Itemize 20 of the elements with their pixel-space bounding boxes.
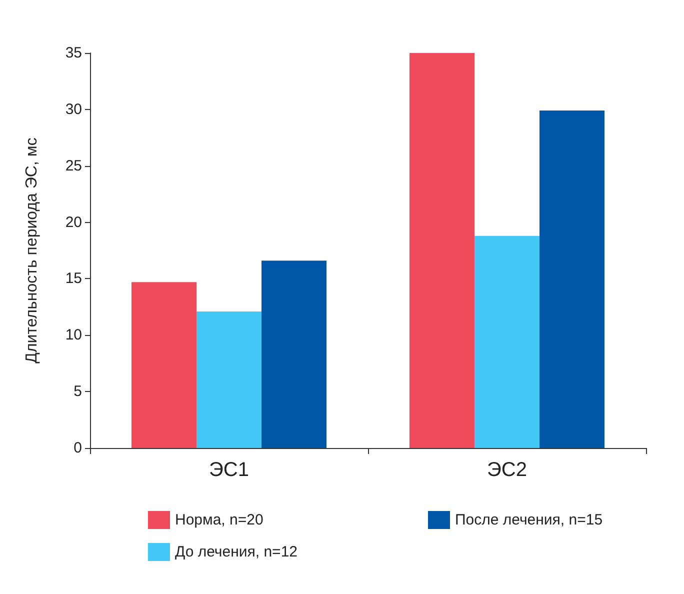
y-axis-title: Длительность периода ЭС, мс	[24, 138, 40, 364]
y-tick-label: 20	[65, 214, 82, 231]
legend-label: После лечения, n=15	[455, 512, 603, 528]
bar	[540, 110, 604, 448]
y-tick-label: 15	[65, 270, 82, 288]
x-tick-label: ЭС1	[209, 459, 249, 481]
y-tick-label: 25	[65, 157, 82, 174]
bar	[410, 53, 474, 448]
legend-label: Норма, n=20	[175, 512, 264, 528]
y-tick-label: 10	[65, 326, 82, 344]
y-tick-label: 5	[74, 383, 82, 400]
bar	[196, 311, 262, 448]
legend-label: До лечения, n=12	[175, 544, 298, 560]
y-tick-label: 0	[74, 440, 82, 456]
bar	[262, 260, 326, 448]
bar	[474, 236, 540, 448]
y-tick-label: 30	[65, 100, 82, 118]
x-tick-label: ЭС2	[487, 459, 527, 481]
bar	[132, 282, 196, 448]
y-tick-label: 35	[65, 44, 82, 62]
